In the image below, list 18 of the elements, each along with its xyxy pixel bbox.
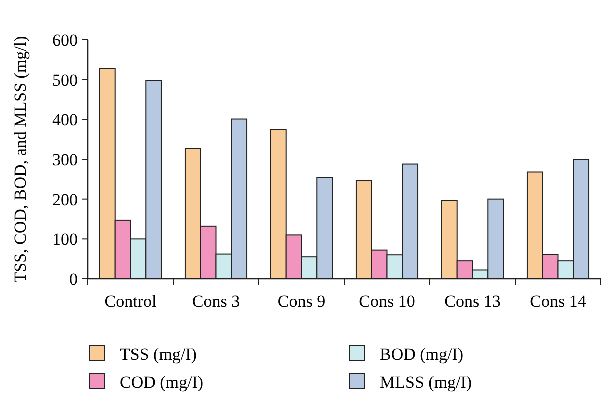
y-axis-title: TSS, COD, BOD, and MLSS (mg/l) [11, 36, 30, 283]
legend-label: BOD (mg/I) [380, 344, 464, 364]
y-tick-label: 200 [52, 190, 78, 210]
x-tick-label: Cons 13 [444, 292, 501, 311]
x-tick-label: Cons 10 [359, 292, 416, 311]
y-tick-label: 300 [52, 150, 78, 170]
legend-label: MLSS (mg/I) [380, 372, 472, 392]
y-tick-label: 100 [52, 230, 78, 250]
x-tick-label: Cons 14 [530, 292, 587, 311]
y-tick-label: 400 [52, 110, 78, 130]
y-tick-label: 500 [52, 70, 78, 90]
legend-label: COD (mg/I) [120, 372, 204, 392]
x-tick-label: Cons 9 [278, 292, 326, 311]
x-tick-label: Control [104, 292, 157, 311]
x-tick-label: Cons 3 [192, 292, 240, 311]
y-tick-label: 0 [70, 270, 78, 289]
y-tick-label: 600 [52, 30, 78, 50]
legend-label: TSS (mg/I) [120, 344, 197, 364]
